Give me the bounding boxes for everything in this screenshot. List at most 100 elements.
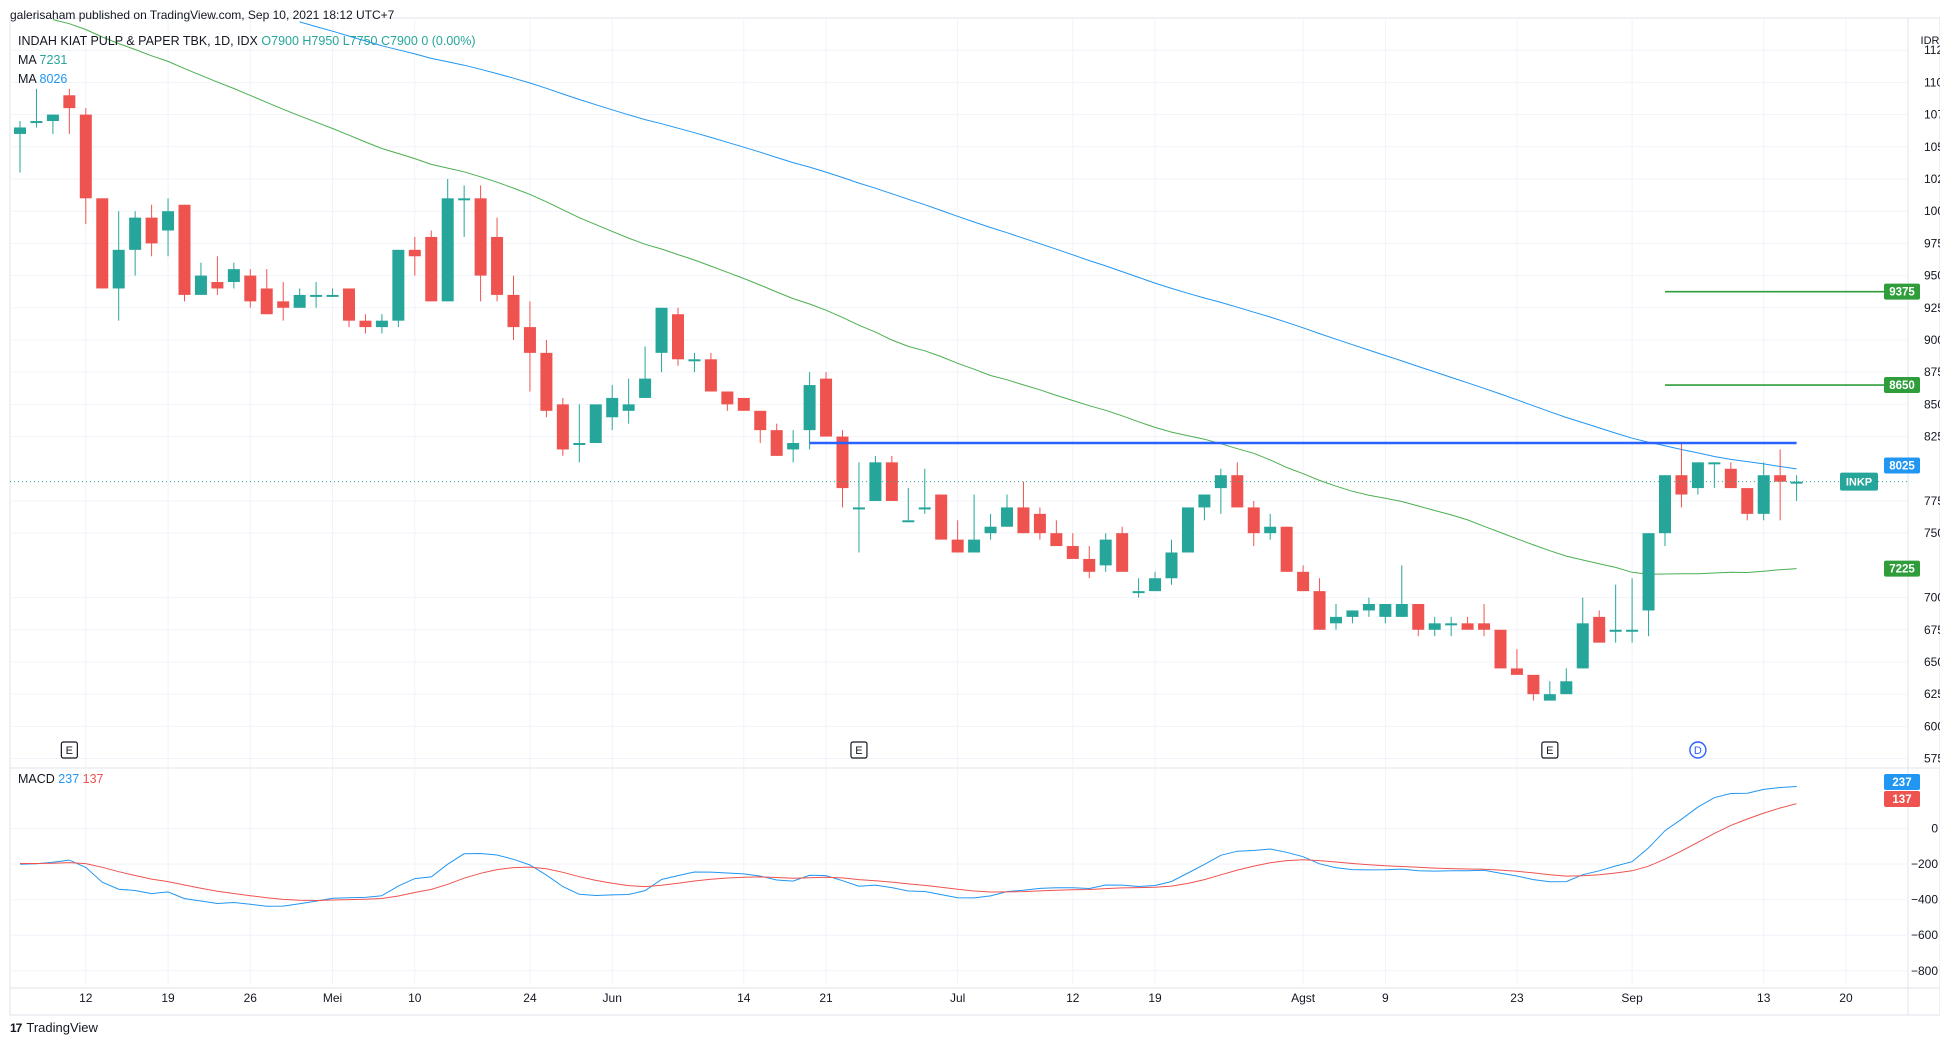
price-tick-label: 6000 [1924, 719, 1940, 733]
candle-body [1642, 533, 1655, 611]
candle-body [1724, 468, 1737, 489]
macd-badge [1884, 774, 1920, 790]
price-axis-badge-label: 7225 [1889, 564, 1915, 576]
candle-body [1741, 488, 1754, 514]
candle-body [951, 539, 964, 553]
price-tick-label: 10000 [1924, 204, 1940, 218]
signal-badge [1884, 791, 1920, 807]
candle-body [1428, 623, 1441, 630]
candle-body [1543, 694, 1556, 701]
time-tick-label: 24 [523, 991, 537, 1005]
price-tick-label: 7750 [1924, 494, 1940, 508]
time-tick-label: 9 [1382, 991, 1389, 1005]
candle-body [803, 385, 816, 431]
price-axis-badge-label: 9375 [1889, 287, 1915, 299]
candle-body [737, 397, 750, 411]
candle-body [1099, 539, 1112, 566]
price-axis-badge-label: 8650 [1889, 380, 1915, 392]
ma-slow-value: 8026 [39, 72, 68, 86]
price-tick-label: 10500 [1924, 140, 1940, 154]
earnings-marker [60, 741, 78, 759]
price-tick-label: 9750 [1924, 236, 1940, 250]
event-marker-label: D [1694, 745, 1702, 757]
candle-body [770, 430, 783, 456]
publisher-line: galerisaham published on TradingView.com… [10, 8, 395, 22]
candle-body [310, 294, 323, 297]
candle-body [1181, 507, 1194, 553]
candle-body [1050, 533, 1063, 547]
candle-body [425, 236, 438, 302]
candle-body [885, 462, 898, 501]
macd-tick-label: −200 [1911, 857, 1938, 871]
price-tick-label: 6750 [1924, 623, 1940, 637]
candle-body [474, 198, 487, 276]
candle-body [968, 539, 981, 553]
candle-body [392, 249, 405, 321]
tradingview-brand[interactable]: 17 TradingView [10, 1020, 98, 1035]
candle-body [1757, 475, 1770, 514]
price-axis-badge-label: 8025 [1889, 461, 1915, 473]
signal-badge-label: 137 [1892, 794, 1911, 806]
ohlc-legend: INDAH KIAT PULP & PAPER TBK, 1D, IDX O79… [18, 32, 476, 89]
price-tick-label: 7500 [1924, 526, 1940, 540]
ma-fast-value: 7231 [39, 53, 68, 67]
candle-body [343, 288, 355, 321]
time-tick-label: 10 [408, 991, 422, 1005]
candle-body [408, 249, 421, 257]
candle-body [1379, 604, 1392, 617]
candle-body [1083, 558, 1096, 572]
candle-body [1478, 623, 1491, 630]
candle-body [129, 217, 142, 250]
symbol-tag [1840, 472, 1878, 491]
candle-body [1494, 629, 1507, 669]
time-tick-label: 21 [819, 991, 833, 1005]
candle-body [1001, 507, 1013, 527]
price-axis-badge [1884, 560, 1920, 577]
ma-slow-legend: MA 8026 [18, 70, 476, 89]
price-tick-label: 8500 [1924, 397, 1940, 411]
candle-body [145, 217, 158, 244]
price-tick-label: 10250 [1924, 172, 1940, 186]
candle-body [935, 494, 948, 540]
candle-body [1247, 507, 1260, 534]
price-tick-label: 11250 [1924, 43, 1940, 57]
candle-body [1214, 475, 1227, 489]
price-tick-label: 5750 [1924, 752, 1940, 766]
candle-body [1132, 591, 1145, 594]
candle-body [1510, 668, 1523, 675]
price-tick-label: 9250 [1924, 301, 1940, 315]
candle-body [1609, 629, 1622, 632]
time-tick-label: 12 [1066, 991, 1080, 1005]
candle-body [1198, 494, 1211, 508]
candle-body [672, 314, 684, 360]
signal-value: 137 [82, 772, 104, 786]
candle-body [96, 198, 109, 289]
candle-body [112, 249, 125, 289]
candle-body [458, 198, 471, 201]
candle-body [30, 121, 43, 124]
candle-body [277, 301, 290, 308]
price-axis-badge [1884, 377, 1920, 394]
candle-body [1593, 616, 1606, 643]
candle-body [359, 320, 372, 328]
ma-slow-label: MA [18, 72, 37, 86]
price-tick-label: 11000 [1924, 75, 1940, 89]
ma-fast-label: MA [18, 53, 37, 67]
brand-name: TradingView [26, 1020, 98, 1035]
candle-body [1560, 681, 1573, 695]
candle-body [441, 198, 454, 302]
candle-body [1659, 475, 1671, 534]
candle-body [244, 275, 257, 302]
time-tick-label: Jul [950, 991, 965, 1005]
candle-body [1066, 546, 1079, 559]
candle-body [491, 236, 504, 295]
candle-body [704, 359, 717, 392]
candle-body [260, 288, 273, 315]
candle-body [46, 114, 59, 122]
price-tick-label: 7000 [1924, 591, 1940, 605]
chart-frame [9, 17, 1940, 1016]
candle-body [162, 211, 175, 231]
